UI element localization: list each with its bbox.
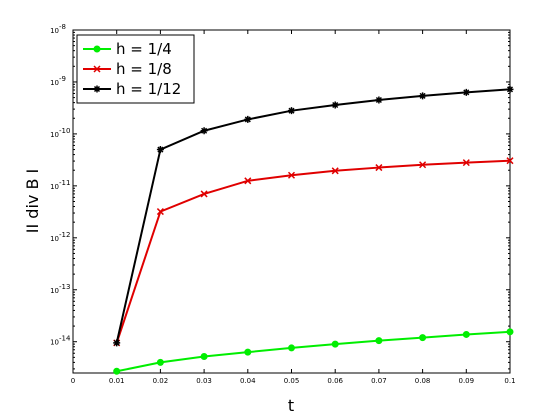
data-point xyxy=(287,171,296,179)
data-point xyxy=(375,337,383,345)
legend: h = 1/4 h = 1/8 h = 1/12 xyxy=(76,34,195,104)
x-tick-label: 0 xyxy=(71,377,75,385)
data-point xyxy=(288,344,295,352)
y-tick-exponent: -14 xyxy=(59,335,71,343)
legend-item: h = 1/4 xyxy=(83,40,172,58)
data-point xyxy=(375,164,383,172)
y-tick-exponent: -11 xyxy=(59,179,70,187)
data-point xyxy=(419,334,427,342)
y-tick-exponent: -8 xyxy=(59,23,66,31)
data-point xyxy=(244,177,252,185)
y-tick-exponent: -12 xyxy=(59,231,70,239)
x-axis-label: t xyxy=(288,396,294,415)
x-tick-label: 0.09 xyxy=(459,377,475,385)
series-1 xyxy=(113,328,514,375)
data-point xyxy=(462,88,470,96)
data-point xyxy=(200,190,208,198)
data-point xyxy=(288,107,295,115)
legend-marker xyxy=(93,65,101,73)
y-tick-label: 10 xyxy=(50,27,59,35)
series-line xyxy=(115,159,511,344)
data-point xyxy=(462,159,470,167)
series-line xyxy=(115,88,511,344)
legend-item: h = 1/12 xyxy=(83,80,181,98)
y-tick-exponent: -10 xyxy=(59,127,70,135)
y-tick-label: 10 xyxy=(50,287,59,295)
x-tick-label: 0.03 xyxy=(196,377,212,385)
data-point xyxy=(156,358,164,366)
data-point xyxy=(506,85,514,93)
data-point xyxy=(244,115,252,123)
series-group xyxy=(113,85,514,375)
y-tick-label: 10 xyxy=(50,131,59,139)
axis-ticks: 0 0.01 0.02 0.03 0.04 0.05 0.06 0.07 0.08 0.09 0.1… xyxy=(50,23,515,385)
legend-label: h = 1/12 xyxy=(116,80,181,98)
data-point xyxy=(200,352,208,360)
series-3 xyxy=(113,85,514,347)
x-tick-label: 0.02 xyxy=(153,377,169,385)
y-tick-label: 10 xyxy=(50,339,59,347)
data-point xyxy=(113,367,121,375)
data-point xyxy=(156,208,164,216)
y-axis-label: II div B I xyxy=(23,169,42,233)
data-point xyxy=(156,146,164,154)
y-tick-label: 10 xyxy=(50,79,59,87)
data-point xyxy=(331,167,339,175)
data-point xyxy=(419,92,427,100)
data-point xyxy=(113,339,121,347)
x-tick-label: 0.01 xyxy=(109,377,125,385)
x-tick-label: 0.07 xyxy=(371,377,387,385)
x-tick-label: 0.05 xyxy=(284,377,300,385)
legend-marker xyxy=(93,45,101,53)
data-point xyxy=(375,96,383,104)
x-tick-label: 0.08 xyxy=(415,377,431,385)
x-tick-label: 0.04 xyxy=(240,377,256,385)
x-tick-label: 0.06 xyxy=(327,377,343,385)
data-point xyxy=(419,161,427,169)
data-point xyxy=(506,157,514,165)
data-point xyxy=(331,101,339,109)
y-tick-exponent: -9 xyxy=(59,75,66,83)
x-tick-label: 0.1 xyxy=(504,377,515,385)
legend-item: h = 1/8 xyxy=(83,60,172,78)
legend-marker xyxy=(93,85,101,93)
series-line xyxy=(116,330,511,373)
data-point xyxy=(200,127,208,135)
y-tick-label: 10 xyxy=(50,183,59,191)
data-point xyxy=(244,348,252,356)
legend-label: h = 1/8 xyxy=(116,60,172,78)
data-point xyxy=(331,340,339,348)
legend-label: h = 1/4 xyxy=(116,40,172,58)
data-point xyxy=(506,328,514,336)
y-tick-label: 10 xyxy=(50,235,59,243)
y-tick-exponent: -13 xyxy=(59,283,70,291)
data-point xyxy=(462,330,470,338)
